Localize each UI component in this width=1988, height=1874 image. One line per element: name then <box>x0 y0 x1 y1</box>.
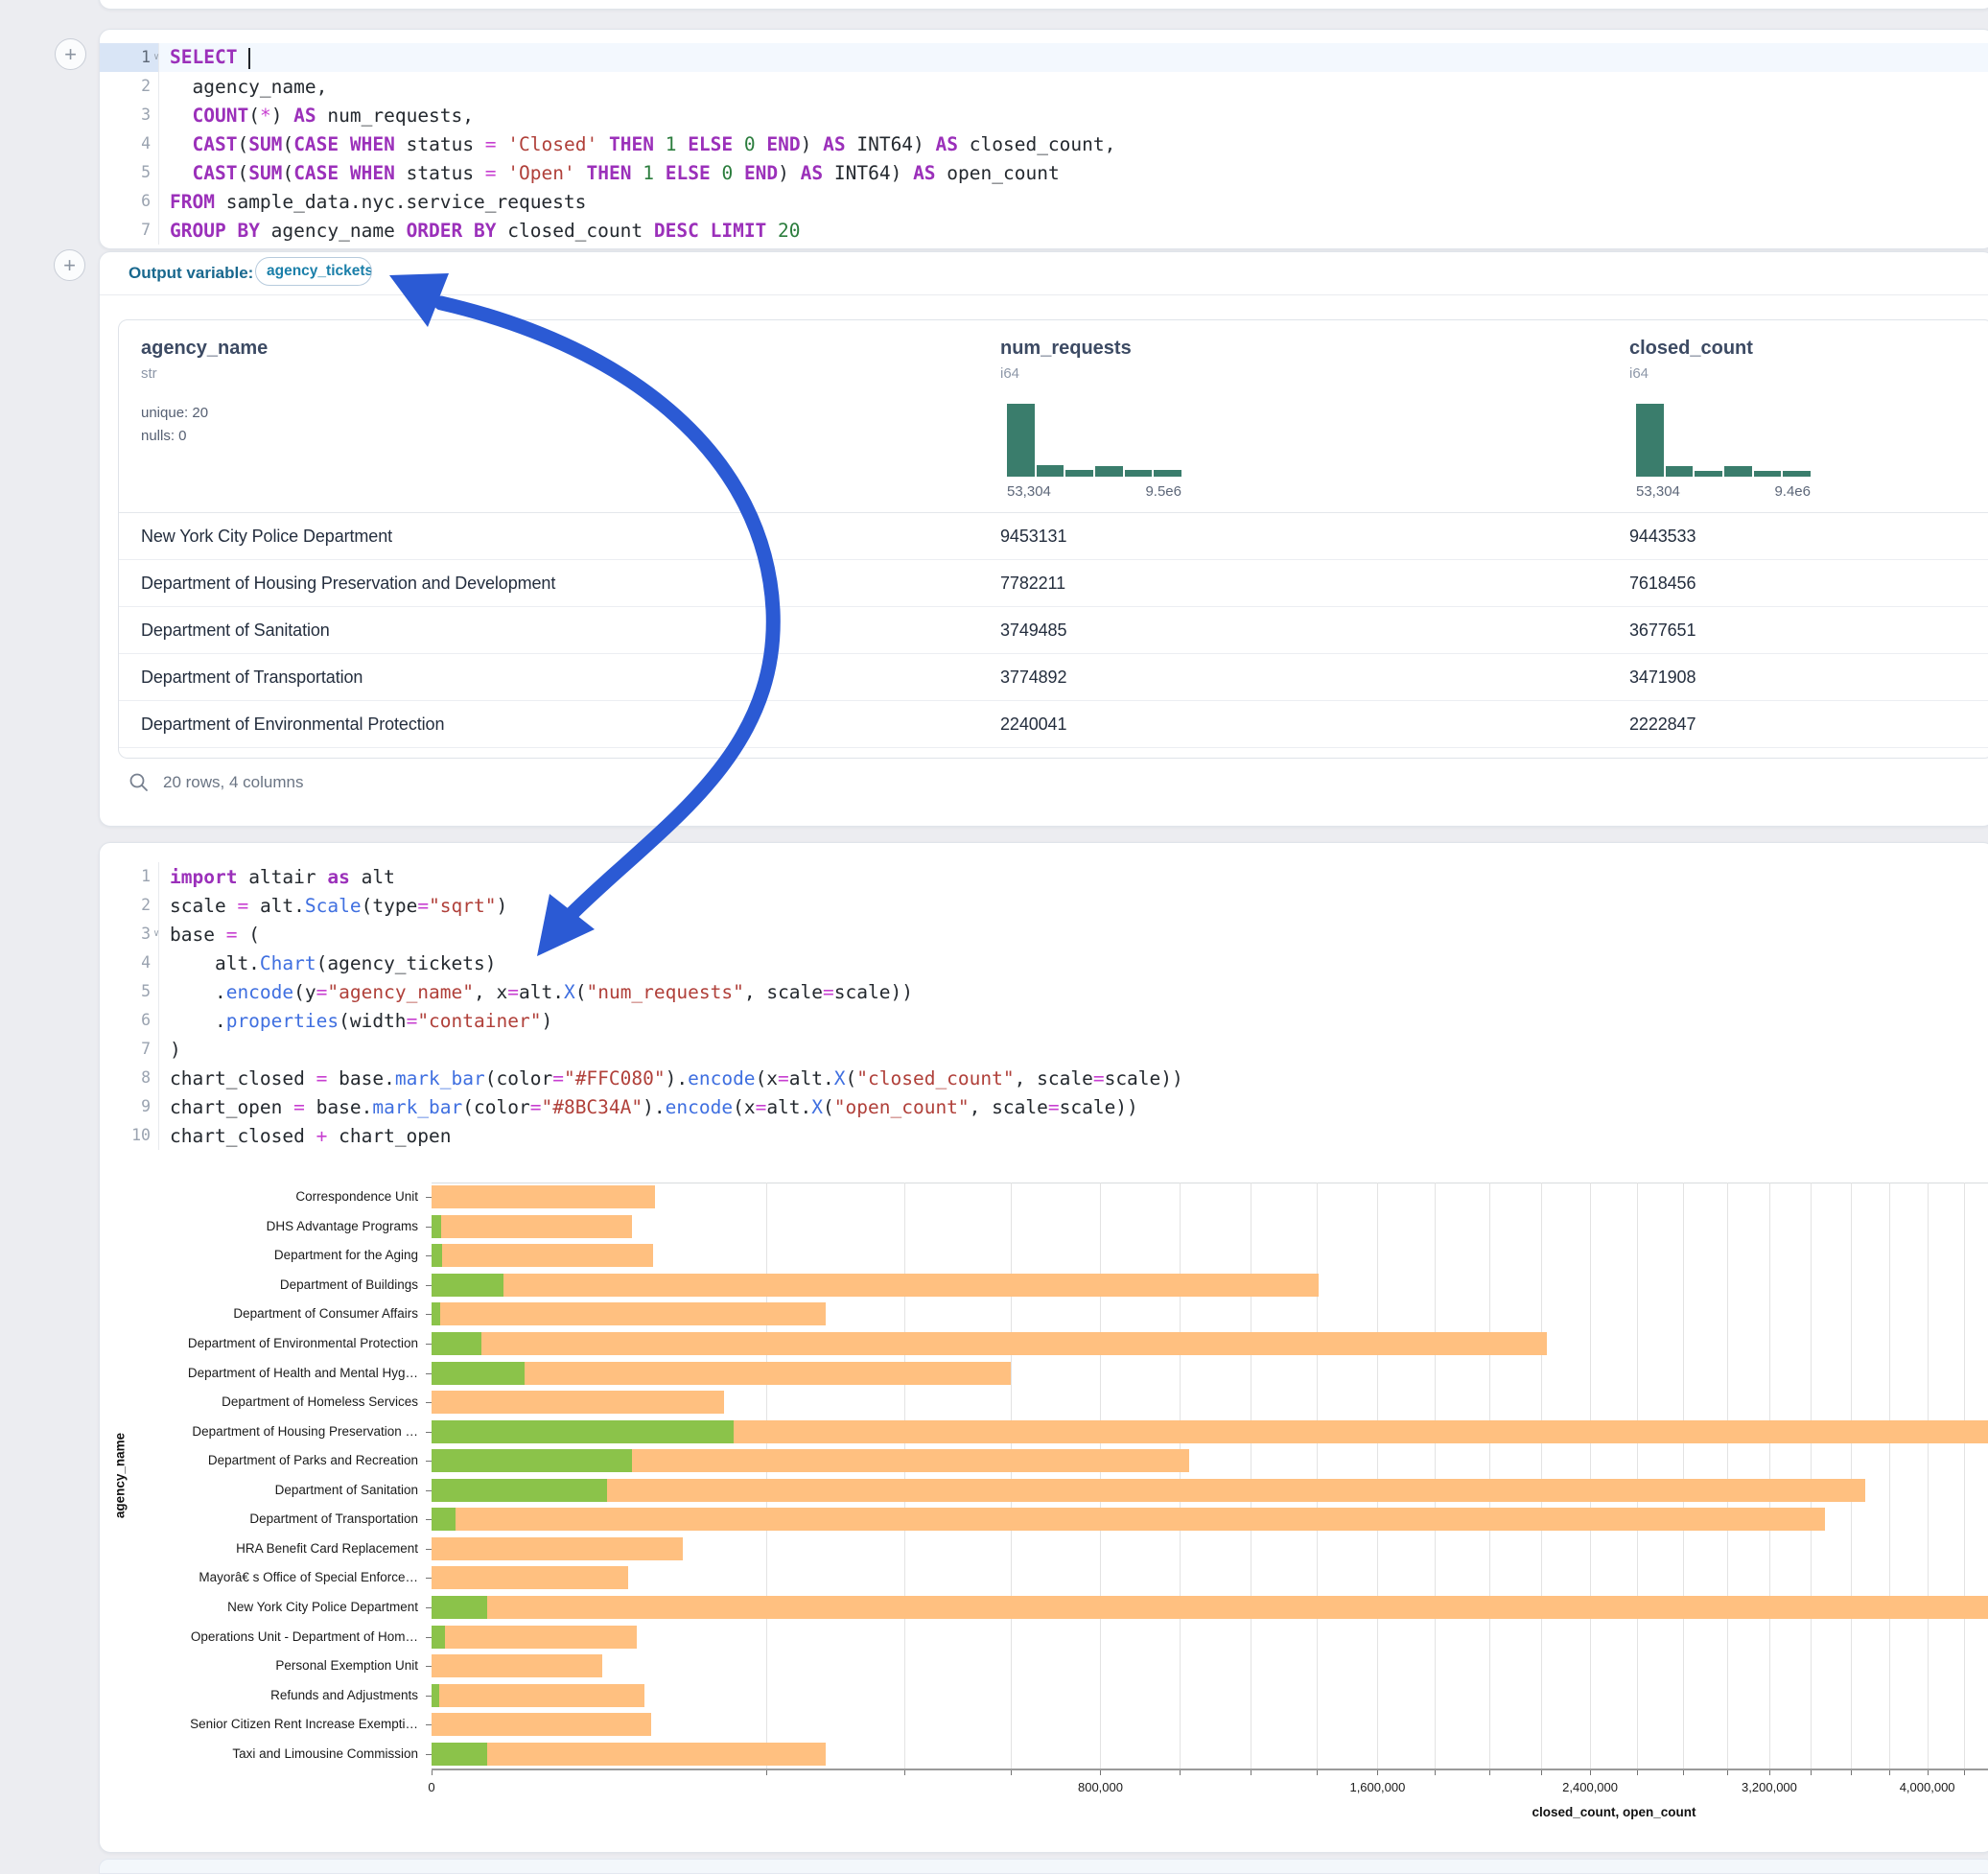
table-cell: 2240041 <box>1000 714 1067 734</box>
table-row: Department of Sanitation 3749485 3677651 <box>119 607 1988 654</box>
code-line: 1 ∨ SELECT <box>100 43 1988 72</box>
column-type-num-requests: i64 <box>1000 365 1020 382</box>
histogram-bar <box>1065 470 1094 477</box>
histogram-closed-count <box>1636 404 1812 477</box>
line-number: 4 <box>100 129 159 158</box>
table-footer: 20 rows, 4 columns <box>129 770 303 795</box>
histogram-bar <box>1036 464 1064 477</box>
code-line: 2 scale = alt.Scale(type="sqrt") <box>100 891 1988 920</box>
line-number: 8 <box>100 1064 159 1092</box>
column-header-agency-name: agency_name <box>141 338 269 359</box>
divider <box>100 294 1988 295</box>
line-number: 1 ∨ <box>100 43 159 72</box>
table-row-count: 20 rows, 4 columns <box>163 773 304 791</box>
table-cell: Department of Sanitation <box>141 621 330 640</box>
output-cell: Output variable: agency_tickets agency_n… <box>99 251 1988 827</box>
line-number: 6 <box>100 1006 159 1035</box>
histogram-bar <box>1783 470 1812 477</box>
add-cell-button-top[interactable]: + <box>55 38 86 70</box>
python-editor[interactable]: 1 import altair as alt 2 scale = alt.Scale(… <box>100 862 1988 1150</box>
code-line: 1 import altair as alt <box>100 862 1988 891</box>
line-number: 2 <box>100 72 159 101</box>
histogram-bar <box>1124 470 1153 477</box>
sql-cell[interactable]: 1 ∨ SELECT 2 agency_name, 3 COUNT(*) AS num… <box>99 29 1988 249</box>
histogram-bar <box>1636 404 1664 477</box>
table-cell: 7782211 <box>1000 574 1066 593</box>
line-number: 9 <box>100 1092 159 1121</box>
code-line: 4 CAST(SUM(CASE WHEN status = 'Closed' T… <box>100 129 1988 158</box>
output-variable-label: Output variable: <box>129 264 254 282</box>
table-row: New York City Police Department 9453131 94… <box>119 513 1988 560</box>
histogram-bar <box>1724 465 1752 477</box>
code-line: 3 COUNT(*) AS num_requests, <box>100 101 1988 129</box>
column-stat-nulls: nulls: 0 <box>141 428 187 444</box>
table-cell: Department of Environmental Protection <box>141 714 445 734</box>
line-number: 7 <box>100 1035 159 1064</box>
column-stat-unique: unique: 20 <box>141 405 209 421</box>
code-line: 9 chart_open = base.mark_bar(color="#8BC3… <box>100 1092 1988 1121</box>
column-type-closed-count: i64 <box>1629 365 1649 382</box>
column-type-agency-name: str <box>141 365 157 382</box>
column-header-closed-count: closed_count <box>1629 338 1753 359</box>
line-number: 10 <box>100 1121 159 1150</box>
next-cell-edge <box>99 1859 1988 1874</box>
histogram-max-label: 9.4e6 <box>1774 483 1811 500</box>
code-line: 3 ∨ base = ( <box>100 920 1988 949</box>
line-number: 6 <box>100 187 159 216</box>
line-number: 7 <box>100 216 159 245</box>
fold-chevron-icon[interactable]: ∨ <box>152 928 159 939</box>
code-line: 8 chart_closed = base.mark_bar(color="#FF… <box>100 1064 1988 1092</box>
histogram-bar <box>1095 465 1123 477</box>
code-line: 6 FROM sample_data.nyc.service_requests <box>100 187 1988 216</box>
line-number: 4 <box>100 949 159 977</box>
add-cell-button-middle[interactable]: + <box>54 249 85 281</box>
histogram-num-requests <box>1007 404 1182 477</box>
table-cell: 3774892 <box>1000 668 1067 687</box>
table-cell: 3471908 <box>1629 668 1696 687</box>
output-variable-pill[interactable]: agency_tickets <box>255 257 372 286</box>
previous-cell-edge <box>99 0 1988 10</box>
histogram-bar <box>1007 404 1035 477</box>
code-line: 5 .encode(y="agency_name", x=alt.X("num_… <box>100 977 1988 1006</box>
table-cell: New York City Police Department <box>141 527 393 546</box>
histogram-bar <box>1695 470 1723 477</box>
table-row: Department of Transportation 3774892 34719… <box>119 654 1988 701</box>
table-cell: 9453131 <box>1000 527 1067 546</box>
code-line: 7) <box>100 1035 1988 1064</box>
histogram-bar <box>1665 465 1694 477</box>
histogram-max-label: 9.5e6 <box>1145 483 1181 500</box>
code-line: 6 .properties(width="container") <box>100 1006 1988 1035</box>
sql-editor[interactable]: 1 ∨ SELECT 2 agency_name, 3 COUNT(*) AS num… <box>100 43 1988 245</box>
column-header-num-requests: num_requests <box>1000 338 1132 359</box>
histogram-bar <box>1154 470 1182 477</box>
table-cell: 7618456 <box>1629 574 1696 593</box>
line-number: 5 <box>100 977 159 1006</box>
histogram-bar <box>1753 470 1782 477</box>
line-number: 1 <box>100 862 159 891</box>
python-cell[interactable]: 1 import altair as alt 2 scale = alt.Scale(… <box>99 842 1988 1853</box>
line-number: 5 <box>100 158 159 187</box>
code-line: 7 GROUP BY agency_name ORDER BY closed_co… <box>100 216 1988 245</box>
table-cell: Department of Housing Preservation and D… <box>141 574 556 593</box>
table-cell: 2222847 <box>1629 714 1696 734</box>
code-line: 5 CAST(SUM(CASE WHEN status = 'Open' THE… <box>100 158 1988 187</box>
code-line: 10 chart_closed + chart_open <box>100 1121 1988 1150</box>
table-cell: 3749485 <box>1000 621 1067 640</box>
output-variable-name: agency_tickets <box>267 263 372 279</box>
histogram-min-label: 53,304 <box>1636 483 1680 500</box>
results-table: agency_name str unique: 20 nulls: 0 num_… <box>118 319 1988 759</box>
table-cell: 9443533 <box>1629 527 1696 546</box>
fold-chevron-icon[interactable]: ∨ <box>152 52 159 62</box>
line-number: 3 ∨ <box>100 920 159 949</box>
code-line: 4 alt.Chart(agency_tickets) <box>100 949 1988 977</box>
histogram-min-label: 53,304 <box>1007 483 1051 500</box>
code-line: 2 agency_name, <box>100 72 1988 101</box>
line-number: 3 <box>100 101 159 129</box>
table-row: Department of Housing Preservation and D… <box>119 560 1988 607</box>
line-number: 2 <box>100 891 159 920</box>
table-cell: 3677651 <box>1629 621 1696 640</box>
search-icon[interactable] <box>129 772 150 793</box>
table-row: Department of Environmental Protection 22… <box>119 701 1988 748</box>
table-cell: Department of Transportation <box>141 668 363 687</box>
